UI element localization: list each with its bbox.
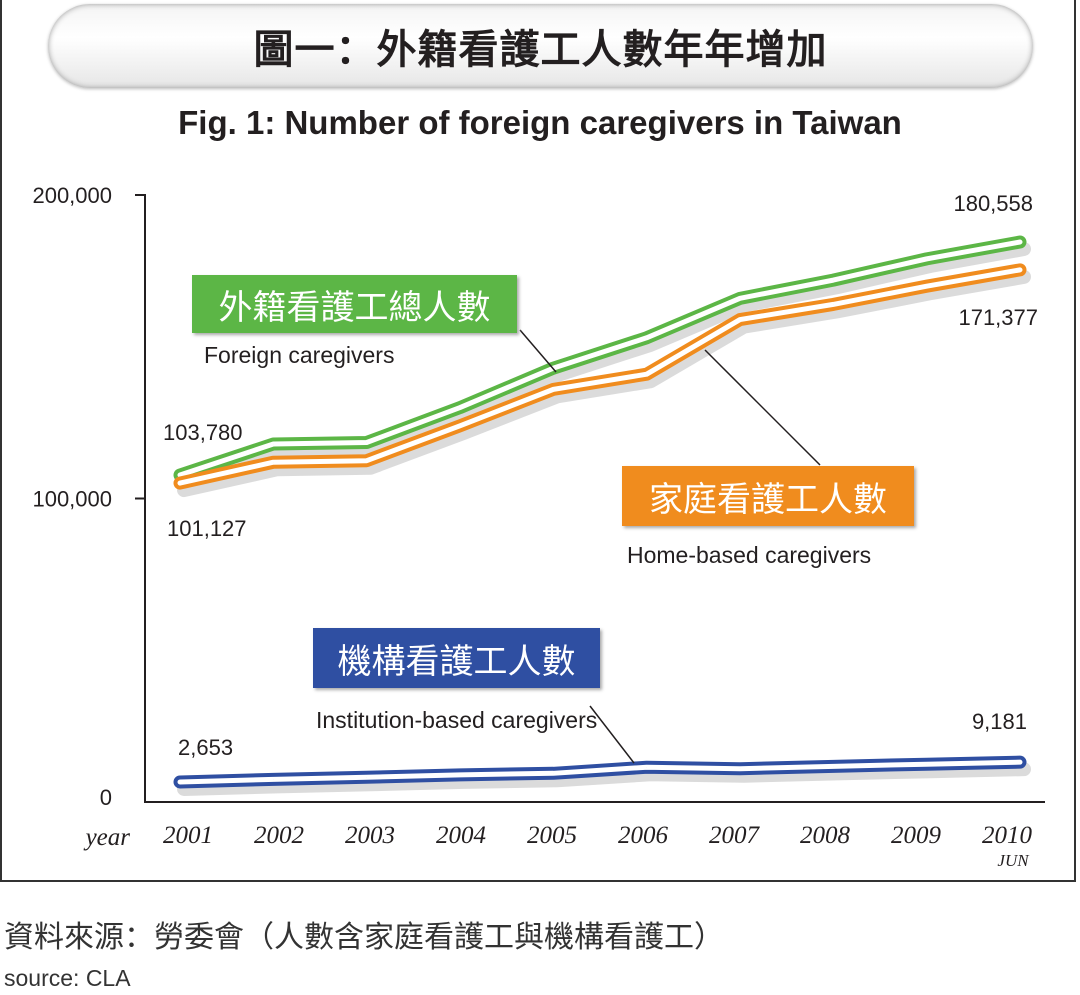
y-tick-label: 100,000: [32, 487, 112, 512]
x-tick-label: 2001: [163, 822, 213, 849]
series-shadow: [177, 269, 1031, 498]
legend-institution-box: 機構看護工人數: [313, 628, 600, 688]
data-label-end: 171,377: [958, 305, 1038, 330]
leader-line: [519, 329, 557, 373]
x-tick-label: 2009: [891, 822, 942, 849]
series-shadow: [177, 242, 1031, 490]
series-line-highlight: [177, 239, 1023, 478]
x-tick-note: JUN: [997, 851, 1030, 870]
x-tick-label: 2005: [527, 822, 577, 849]
data-label-start: 2,653: [178, 735, 233, 760]
chart-title: Fig. 1: Number of foreign caregivers in …: [178, 104, 902, 141]
y-tick-label: 200,000: [32, 183, 112, 208]
leader-line: [704, 349, 821, 466]
x-tick-label: 2002: [254, 822, 304, 849]
legend-institution-en: Institution-based caregivers: [316, 707, 598, 733]
data-label-start: 103,780: [163, 420, 243, 445]
x-tick-label: 2003: [345, 822, 395, 849]
legend-foreign-box: 外籍看護工總人數: [192, 275, 517, 333]
x-tick-label: 2004: [436, 822, 486, 849]
legend-home-en: Home-based caregivers: [627, 542, 872, 568]
series-line-highlight: [177, 267, 1023, 486]
x-tick-label: 2008: [800, 822, 851, 849]
chinese-title: 圖一：外籍看護工人數年年增加: [48, 4, 1033, 88]
data-label-end: 180,558: [953, 191, 1033, 216]
legend-foreign-en: Foreign caregivers: [204, 342, 395, 368]
legend-home-box: 家庭看護工人數: [622, 466, 914, 526]
y-tick-label: 0: [100, 785, 112, 810]
series-shadow: [177, 762, 1031, 796]
x-tick-label: 2006: [618, 822, 669, 849]
series-line-highlight: [177, 759, 1023, 785]
x-tick-label: 2007: [709, 822, 761, 849]
source-zh: 資料來源：勞委會（人數含家庭看護工與機構看護工）: [4, 921, 724, 954]
leader-line: [589, 705, 635, 764]
data-label-end: 9,181: [972, 709, 1027, 734]
x-axis-label: year: [83, 824, 131, 851]
data-label-start: 101,127: [167, 516, 247, 541]
chart-frame: [0, 0, 1076, 882]
x-tick-label: 2010: [982, 822, 1033, 849]
source-en: source: CLA: [4, 965, 131, 991]
